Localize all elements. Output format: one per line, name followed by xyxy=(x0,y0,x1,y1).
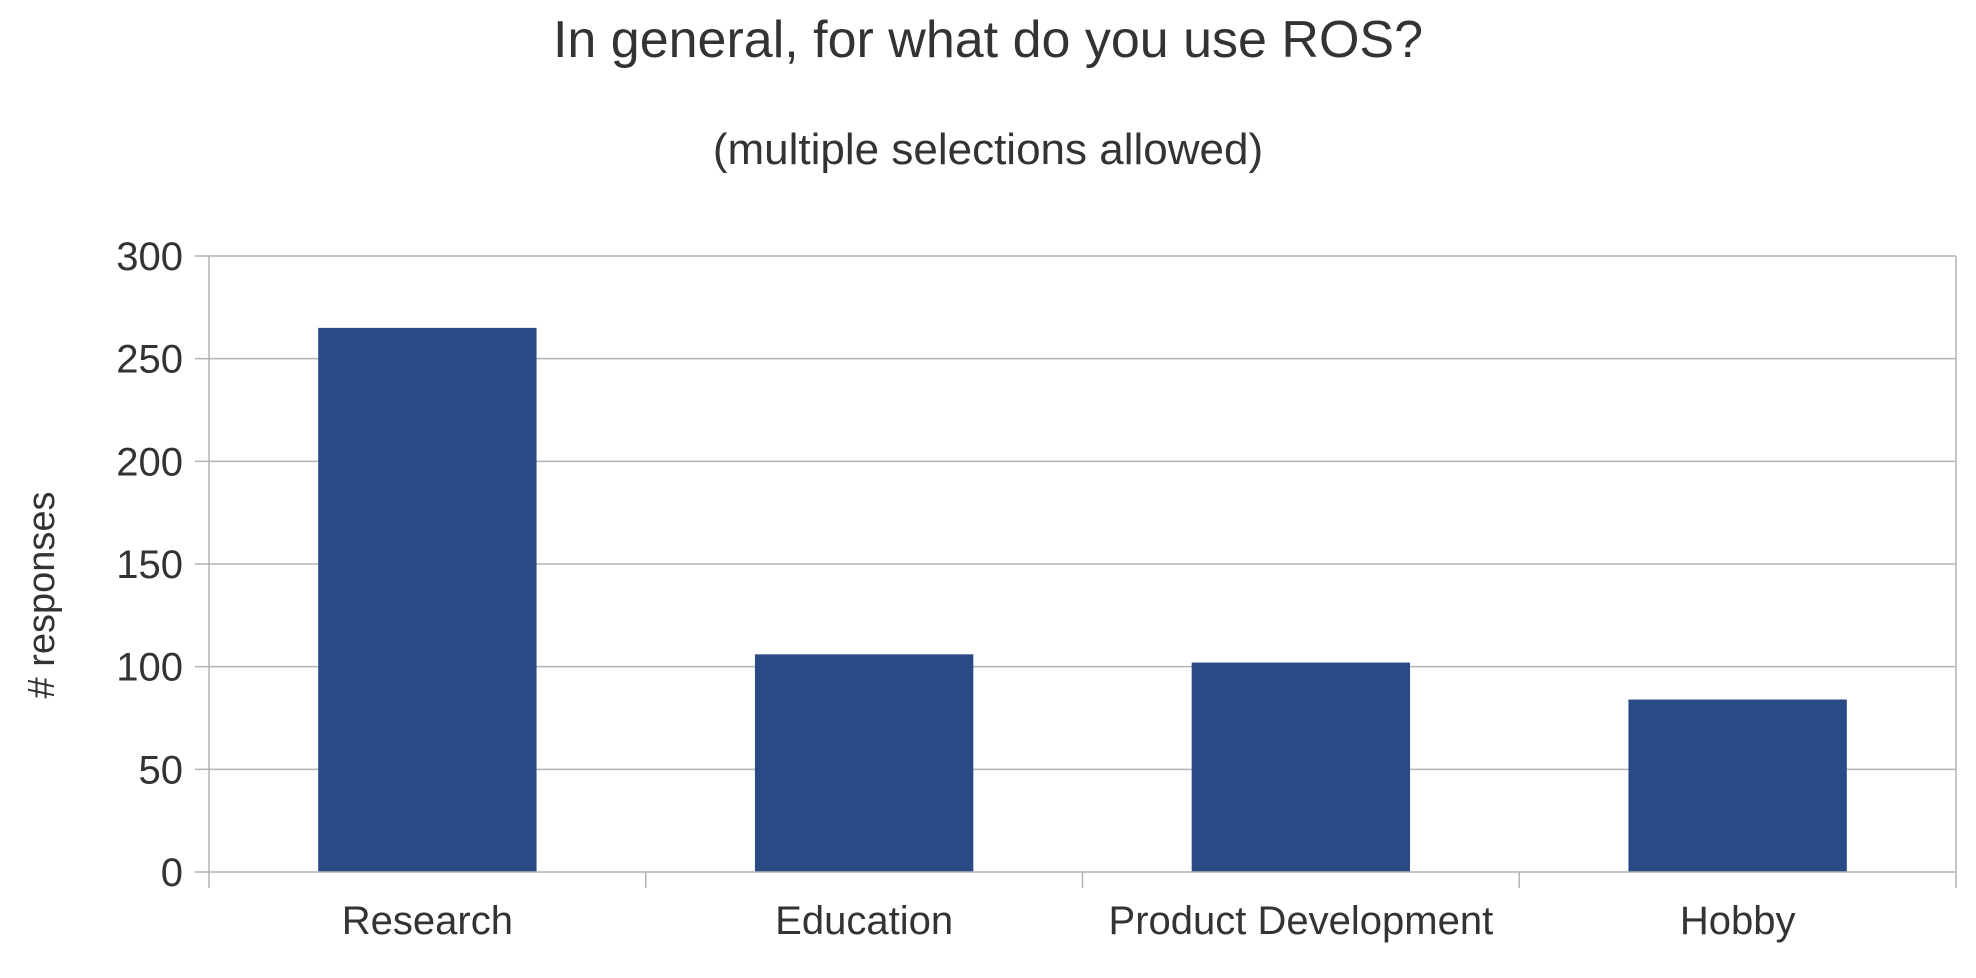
y-tick-label: 150 xyxy=(116,543,183,587)
y-tick-label: 200 xyxy=(116,440,183,484)
y-tick-label: 50 xyxy=(139,748,184,792)
x-tick-label: Hobby xyxy=(1680,899,1796,943)
bar xyxy=(1628,699,1847,872)
chart-title: In general, for what do you use ROS? xyxy=(553,11,1423,69)
x-tick-label: Product Development xyxy=(1109,899,1494,943)
y-tick-label: 250 xyxy=(116,338,183,382)
bar xyxy=(754,654,974,872)
chart-subtitle: (multiple selections allowed) xyxy=(713,125,1263,174)
y-tick-label: 0 xyxy=(161,851,183,895)
y-tick-labels: 0 50 100 150 200 250 300 xyxy=(116,235,183,895)
bars xyxy=(318,327,1847,872)
x-tick-labels: Research Education Product Development Hobb… xyxy=(342,899,1796,943)
y-tick-label: 100 xyxy=(116,646,183,690)
y-tick-label: 300 xyxy=(116,235,183,279)
x-tick-label: Research xyxy=(342,899,513,943)
bar xyxy=(1191,662,1411,872)
bar xyxy=(318,327,537,872)
y-axis-label: # responses xyxy=(21,491,63,698)
x-axis xyxy=(208,256,1957,888)
x-tick-label: Education xyxy=(775,899,953,943)
